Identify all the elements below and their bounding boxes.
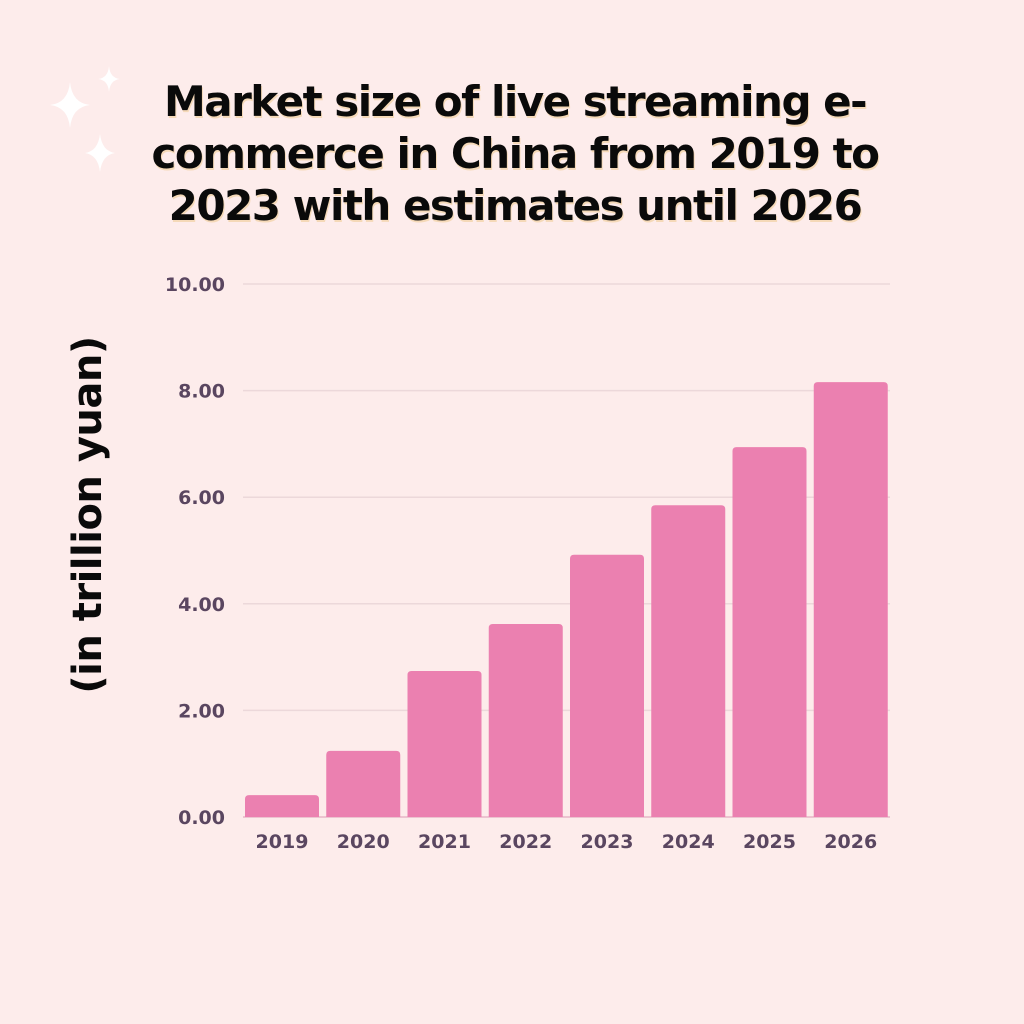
sparkle-icon — [50, 66, 120, 172]
bar-2024 — [651, 505, 726, 817]
sparkle-icon-large — [50, 82, 90, 128]
x-tick-label: 2022 — [499, 831, 552, 853]
bar-2025 — [732, 447, 807, 817]
bar-2021 — [407, 670, 482, 817]
x-tick-label: 2019 — [256, 831, 309, 853]
x-tick-label: 2021 — [418, 831, 471, 853]
bar-2022 — [488, 624, 563, 817]
y-tick-label: 4.00 — [178, 594, 225, 616]
x-tick-label: 2020 — [337, 831, 390, 853]
y-tick-label: 2.00 — [178, 700, 225, 722]
x-tick-label: 2024 — [662, 831, 715, 853]
x-tick-label: 2025 — [743, 831, 796, 853]
x-tick-label: 2026 — [824, 831, 877, 853]
bar-2023 — [570, 554, 644, 817]
chart-title: Market size of live streaming e- commerc… — [110, 76, 920, 232]
y-tick-label: 6.00 — [178, 487, 225, 509]
y-axis-ticks: 0.00 2.00 4.00 6.00 8.00 10.00 — [165, 274, 225, 829]
chart-title-line: 2023 with estimates until 2026 — [168, 181, 863, 230]
y-tick-label: 0.00 — [178, 807, 225, 829]
y-tick-label: 8.00 — [178, 381, 225, 403]
chart-title-line: commerce in China from 2019 to — [151, 129, 880, 178]
bar-2020 — [326, 750, 401, 817]
x-axis-ticks: 2019 2020 2021 2022 2023 2024 2025 2026 — [256, 831, 878, 853]
chart-title-line: Market size of live streaming e- — [163, 77, 868, 126]
y-tick-label: 10.00 — [165, 274, 225, 296]
bars — [245, 382, 888, 817]
sparkle-icon-small — [98, 66, 120, 92]
bar-2019 — [245, 795, 319, 817]
sparkle-icon-medium — [85, 134, 115, 172]
bar-2026 — [813, 382, 888, 817]
x-tick-label: 2023 — [581, 831, 634, 853]
